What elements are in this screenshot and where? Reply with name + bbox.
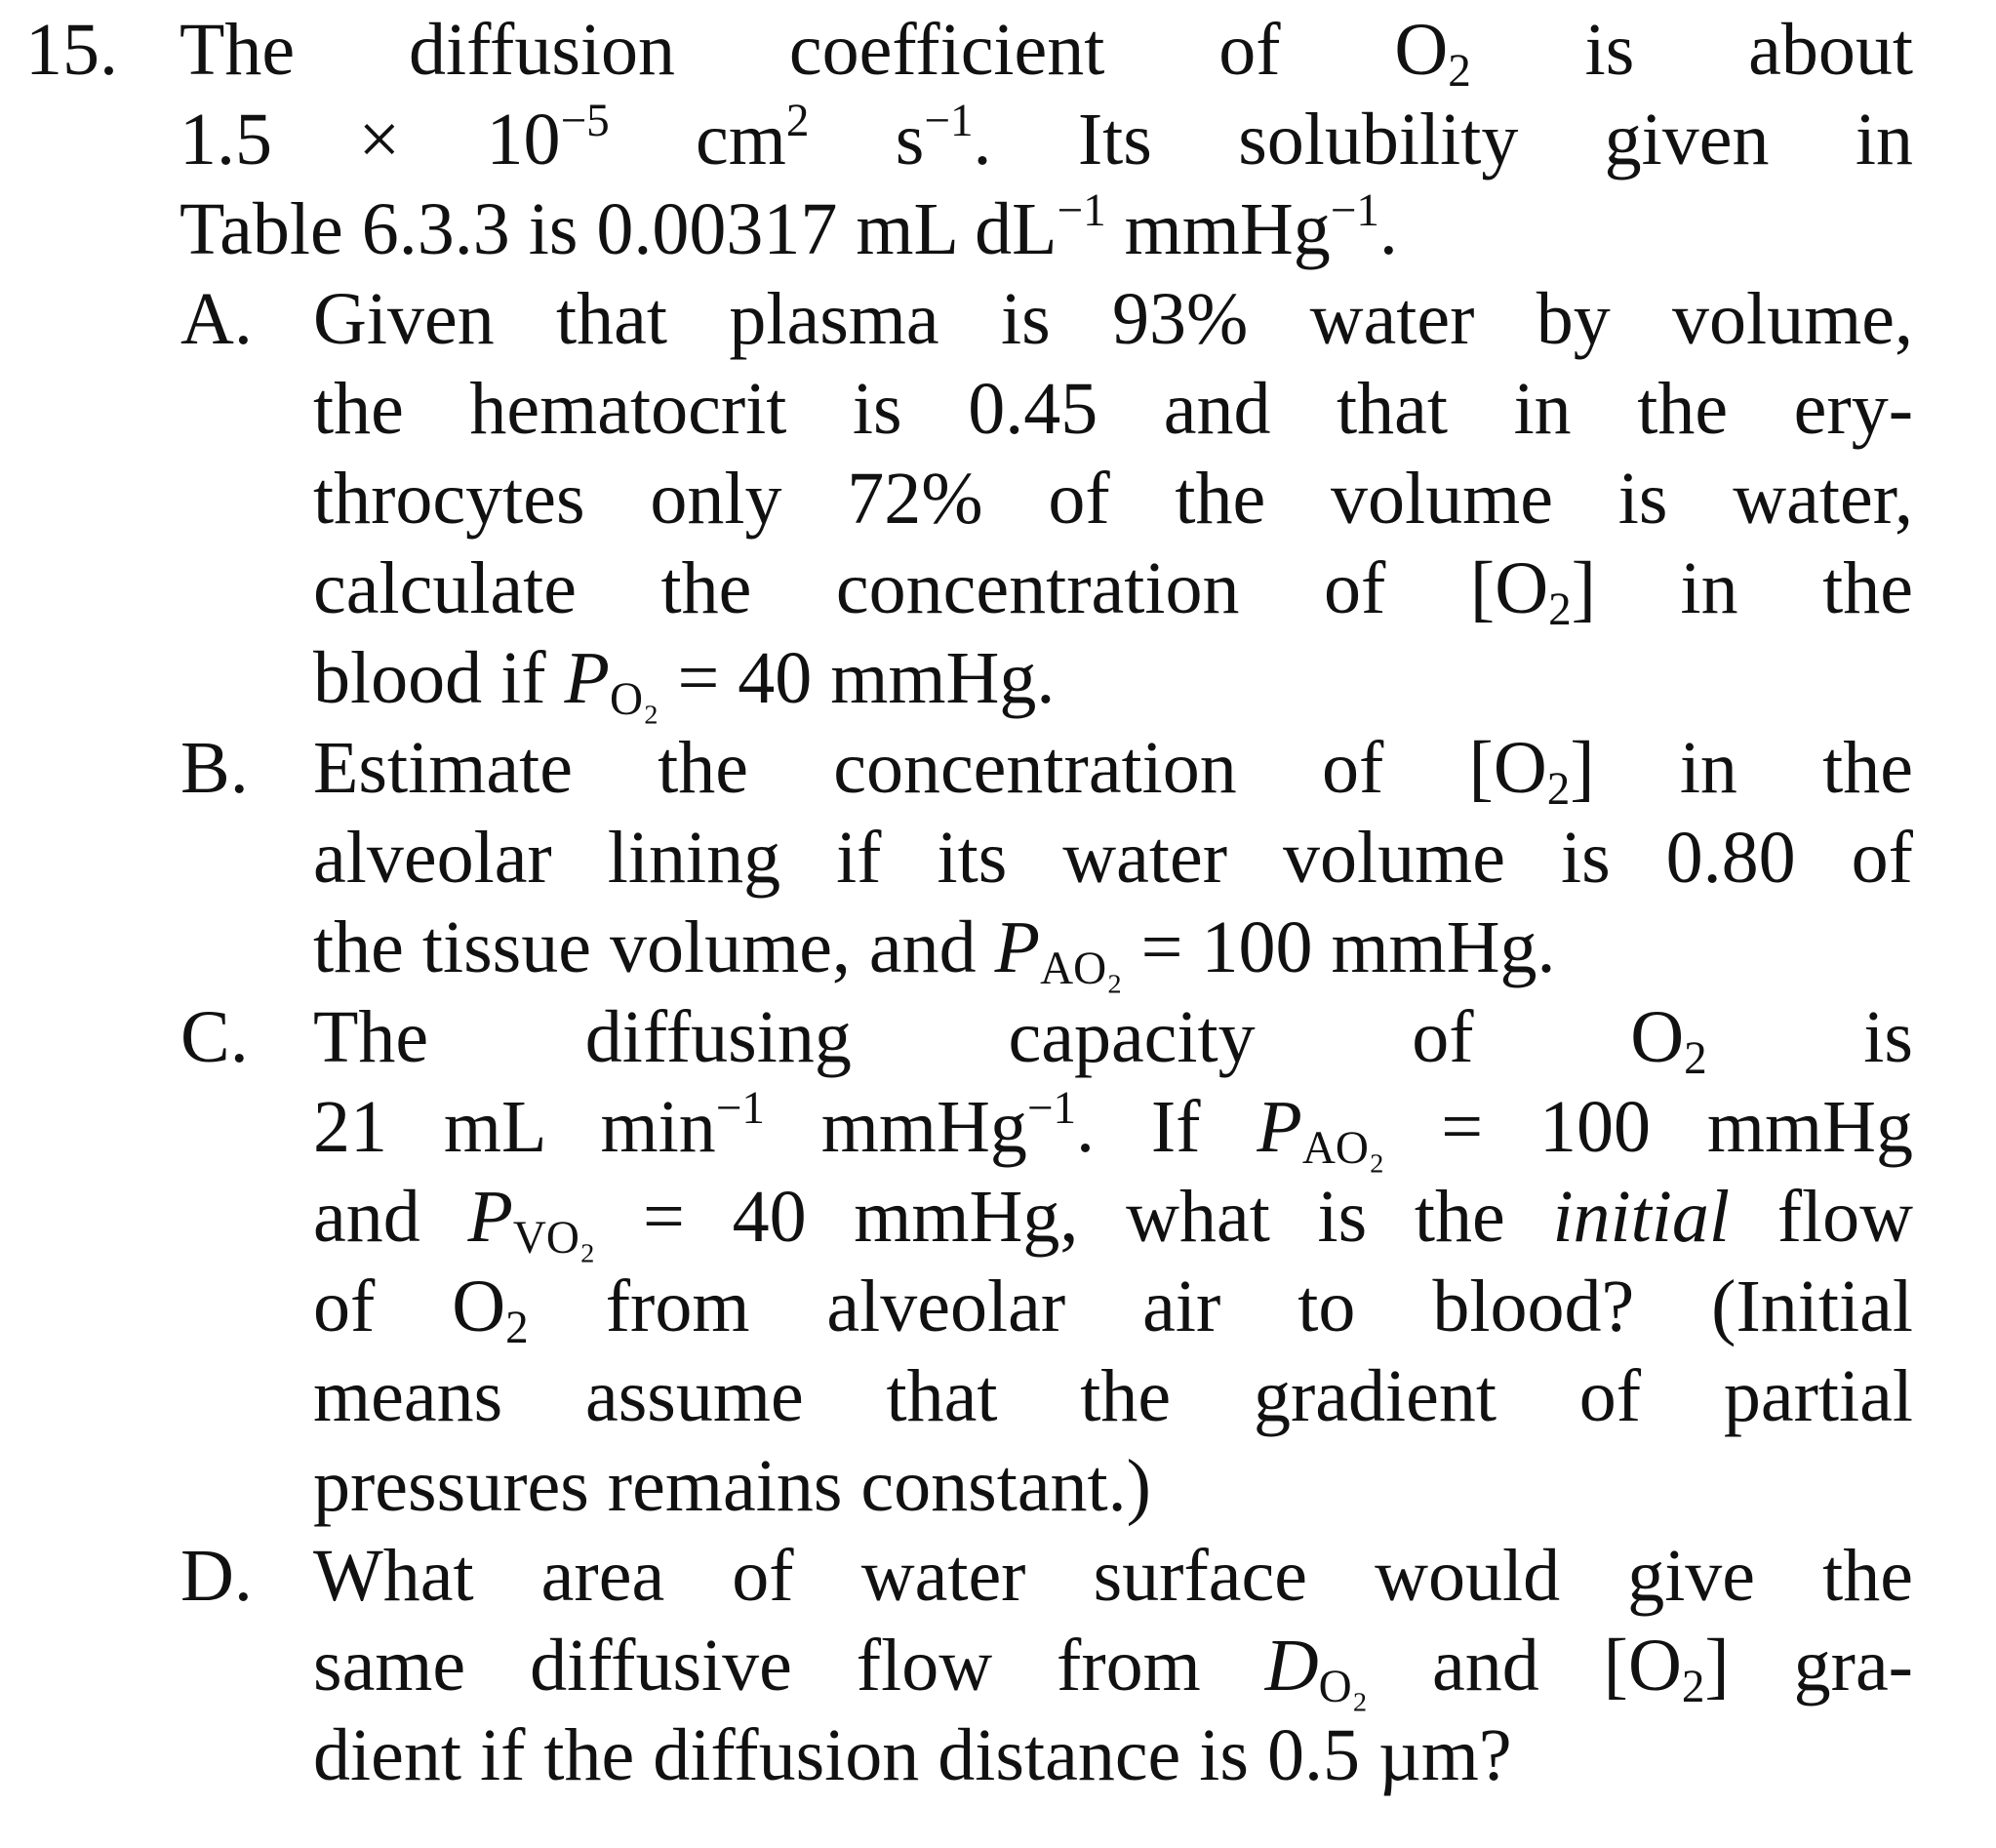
text-segment: . Its solubility given in bbox=[973, 99, 1914, 181]
text-segment: ] gra- bbox=[1704, 1625, 1913, 1707]
text-segment: The diffusion coefficient of O bbox=[180, 9, 1449, 91]
text-segment: the tissue volume, and bbox=[313, 906, 995, 988]
text-segment: same diffusive flow from bbox=[313, 1625, 1265, 1707]
text-line: Given that plasma is 93% water by volume… bbox=[313, 274, 1913, 364]
italic-text: P bbox=[564, 637, 610, 719]
text-line: Table 6.3.3 is 0.00317 mL dL−1 mmHg−1. bbox=[180, 184, 1913, 274]
italic-text: D bbox=[1264, 1625, 1319, 1707]
problem-15: 15. The diffusion coefficient of O2 is a… bbox=[0, 5, 1996, 1800]
text-segment: alveolar lining if its water volume is 0… bbox=[313, 817, 1913, 899]
part-a: A. Given that plasma is 93% water by volu… bbox=[180, 274, 1913, 723]
subscript: 2 bbox=[505, 1302, 529, 1353]
subscript: 2 bbox=[1448, 45, 1471, 97]
superscript: −1 bbox=[1330, 184, 1379, 236]
text-segment: 1.5 × 10 bbox=[180, 99, 561, 181]
superscript: −1 bbox=[924, 95, 974, 146]
text-line: The diffusing capacity of O2 is bbox=[313, 992, 1913, 1082]
problem-parts: A. Given that plasma is 93% water by volu… bbox=[0, 274, 1996, 1800]
subscript: VO₂ bbox=[512, 1212, 596, 1264]
subscript: O₂ bbox=[609, 673, 659, 725]
part-label: B. bbox=[180, 727, 249, 809]
text-segment: is bbox=[1706, 996, 1913, 1078]
text-segment: s bbox=[809, 99, 925, 181]
superscript: 2 bbox=[785, 95, 810, 146]
italic-text: P bbox=[994, 906, 1041, 988]
text-segment: = 100 mmHg. bbox=[1122, 906, 1556, 988]
italic-text: P bbox=[1257, 1086, 1302, 1168]
subscript: 2 bbox=[1681, 1661, 1705, 1712]
text-line: and PVO₂ = 40 mmHg, what is the initial … bbox=[313, 1172, 1913, 1262]
superscript: −5 bbox=[560, 95, 610, 146]
part-label: C. bbox=[180, 996, 249, 1078]
subscript: 2 bbox=[1548, 583, 1572, 635]
text-segment: calculate the concentration of [O bbox=[313, 547, 1549, 629]
text-segment: the hematocrit is 0.45 and that in the e… bbox=[313, 368, 1913, 450]
text-segment: The diffusing capacity of O bbox=[313, 996, 1685, 1078]
text-segment: is about bbox=[1470, 9, 1913, 91]
subscript: 2 bbox=[1684, 1032, 1707, 1084]
text-segment: and [O bbox=[1368, 1625, 1682, 1707]
text-segment: pressures remains constant.) bbox=[313, 1445, 1151, 1527]
problem-stem: The diffusion coefficient of O2 is about… bbox=[180, 5, 1913, 274]
superscript: −1 bbox=[715, 1082, 765, 1134]
text-segment: Given that plasma is 93% water by volume… bbox=[313, 278, 1913, 360]
part-d: D. What area of water surface would give … bbox=[180, 1531, 1913, 1800]
subscript: AO₂ bbox=[1301, 1122, 1385, 1174]
part-label: D. bbox=[180, 1535, 253, 1617]
text-segment: dient if the diffusion distance is 0.5 µ… bbox=[313, 1714, 1512, 1796]
text-segment: blood if bbox=[313, 637, 565, 719]
italic-text: initial bbox=[1552, 1176, 1731, 1258]
text-line: throcytes only 72% of the volume is wate… bbox=[313, 454, 1913, 543]
part-b: B. Estimate the concentration of [O2] in … bbox=[180, 723, 1913, 992]
superscript: −1 bbox=[1057, 184, 1106, 236]
text-line: The diffusion coefficient of O2 is about bbox=[180, 5, 1913, 95]
text-line: means assume that the gradient of partia… bbox=[313, 1351, 1913, 1441]
text-segment: cm bbox=[609, 99, 786, 181]
text-segment: 21 mL min bbox=[313, 1086, 716, 1168]
text-segment: ] in the bbox=[1571, 547, 1913, 629]
text-line: blood if PO₂ = 40 mmHg. bbox=[313, 633, 1913, 723]
text-line: 1.5 × 10−5 cm2 s−1. Its solubility given… bbox=[180, 95, 1913, 184]
text-segment: . If bbox=[1076, 1086, 1257, 1168]
text-segment: throcytes only 72% of the volume is wate… bbox=[313, 458, 1913, 540]
text-segment: What area of water surface would give th… bbox=[313, 1535, 1913, 1617]
text-segment: = 40 mmHg, what is the bbox=[595, 1176, 1553, 1258]
part-label: A. bbox=[180, 278, 253, 360]
part-c: C. The diffusing capacity of O2 is 21 mL m… bbox=[180, 992, 1913, 1531]
text-segment: Estimate the concentration of [O bbox=[313, 727, 1547, 809]
text-line: same diffusive flow from DO₂ and [O2] gr… bbox=[313, 1621, 1913, 1710]
text-segment: ] in the bbox=[1570, 727, 1914, 809]
text-line: the hematocrit is 0.45 and that in the e… bbox=[313, 364, 1913, 454]
text-line: calculate the concentration of [O2] in t… bbox=[313, 543, 1913, 633]
text-segment: mmHg bbox=[764, 1086, 1027, 1168]
text-segment: and bbox=[313, 1176, 468, 1258]
text-segment: mmHg bbox=[1105, 188, 1331, 270]
italic-text: P bbox=[467, 1176, 513, 1258]
text-segment: = 100 mmHg bbox=[1384, 1086, 1913, 1168]
subscript: O₂ bbox=[1318, 1661, 1369, 1712]
text-segment: = 40 mmHg. bbox=[659, 637, 1056, 719]
text-line: dient if the diffusion distance is 0.5 µ… bbox=[313, 1710, 1913, 1800]
text-segment: from alveolar air to blood? (Initial bbox=[528, 1265, 1913, 1347]
text-line: Estimate the concentration of [O2] in th… bbox=[313, 723, 1913, 813]
superscript: −1 bbox=[1026, 1082, 1077, 1134]
text-line: 21 mL min−1 mmHg−1. If PAO₂ = 100 mmHg bbox=[313, 1082, 1913, 1172]
text-line: What area of water surface would give th… bbox=[313, 1531, 1913, 1621]
text-segment: Table 6.3.3 is 0.00317 mL dL bbox=[180, 188, 1058, 270]
text-segment: flow bbox=[1730, 1176, 1914, 1258]
text-segment: . bbox=[1378, 188, 1398, 270]
text-segment: means assume that the gradient of partia… bbox=[313, 1355, 1913, 1437]
text-line: of O2 from alveolar air to blood? (Initi… bbox=[313, 1262, 1913, 1351]
text-line: alveolar lining if its water volume is 0… bbox=[313, 813, 1913, 903]
text-segment: of O bbox=[313, 1265, 506, 1347]
text-line: pressures remains constant.) bbox=[313, 1441, 1913, 1531]
text-line: the tissue volume, and PAO₂ = 100 mmHg. bbox=[313, 903, 1913, 992]
problem-number: 15. bbox=[25, 9, 118, 91]
subscript: 2 bbox=[1546, 763, 1571, 815]
subscript: AO₂ bbox=[1040, 943, 1123, 994]
